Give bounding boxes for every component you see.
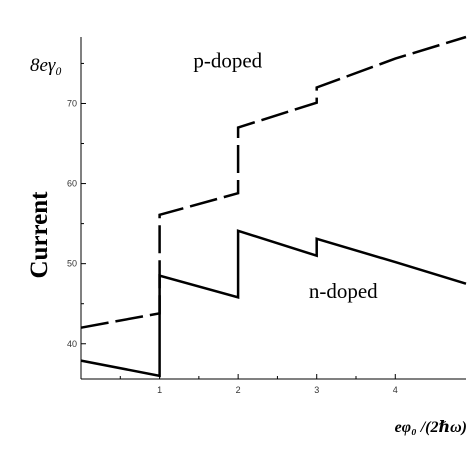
series-label-n-doped: n-doped — [309, 279, 378, 303]
y-unit-label: 8eγ₀ — [30, 55, 62, 76]
x-tick-label: 4 — [393, 385, 398, 395]
y-tick-label: 60 — [67, 179, 77, 189]
x-axis-label: eφ₀ /(2ℏω) — [395, 419, 467, 436]
y-axis-label: Current — [26, 191, 53, 279]
series-group — [80, 35, 467, 378]
series-line-p-doped — [80, 35, 467, 329]
annotations: p-doped n-doped — [193, 48, 378, 303]
series-line-n-doped — [80, 229, 467, 378]
series-label-p-doped: p-doped — [193, 48, 262, 72]
axes — [80, 37, 466, 380]
y-tick-label: 50 — [67, 259, 77, 269]
ticks: 40 50 60 70 1 2 3 4 — [67, 62, 398, 395]
y-tick-label: 40 — [67, 339, 77, 349]
x-tick-label: 1 — [157, 385, 162, 395]
y-tick-label: 70 — [67, 98, 77, 108]
x-tick-label: 2 — [236, 385, 241, 395]
x-tick-label: 3 — [314, 385, 319, 395]
